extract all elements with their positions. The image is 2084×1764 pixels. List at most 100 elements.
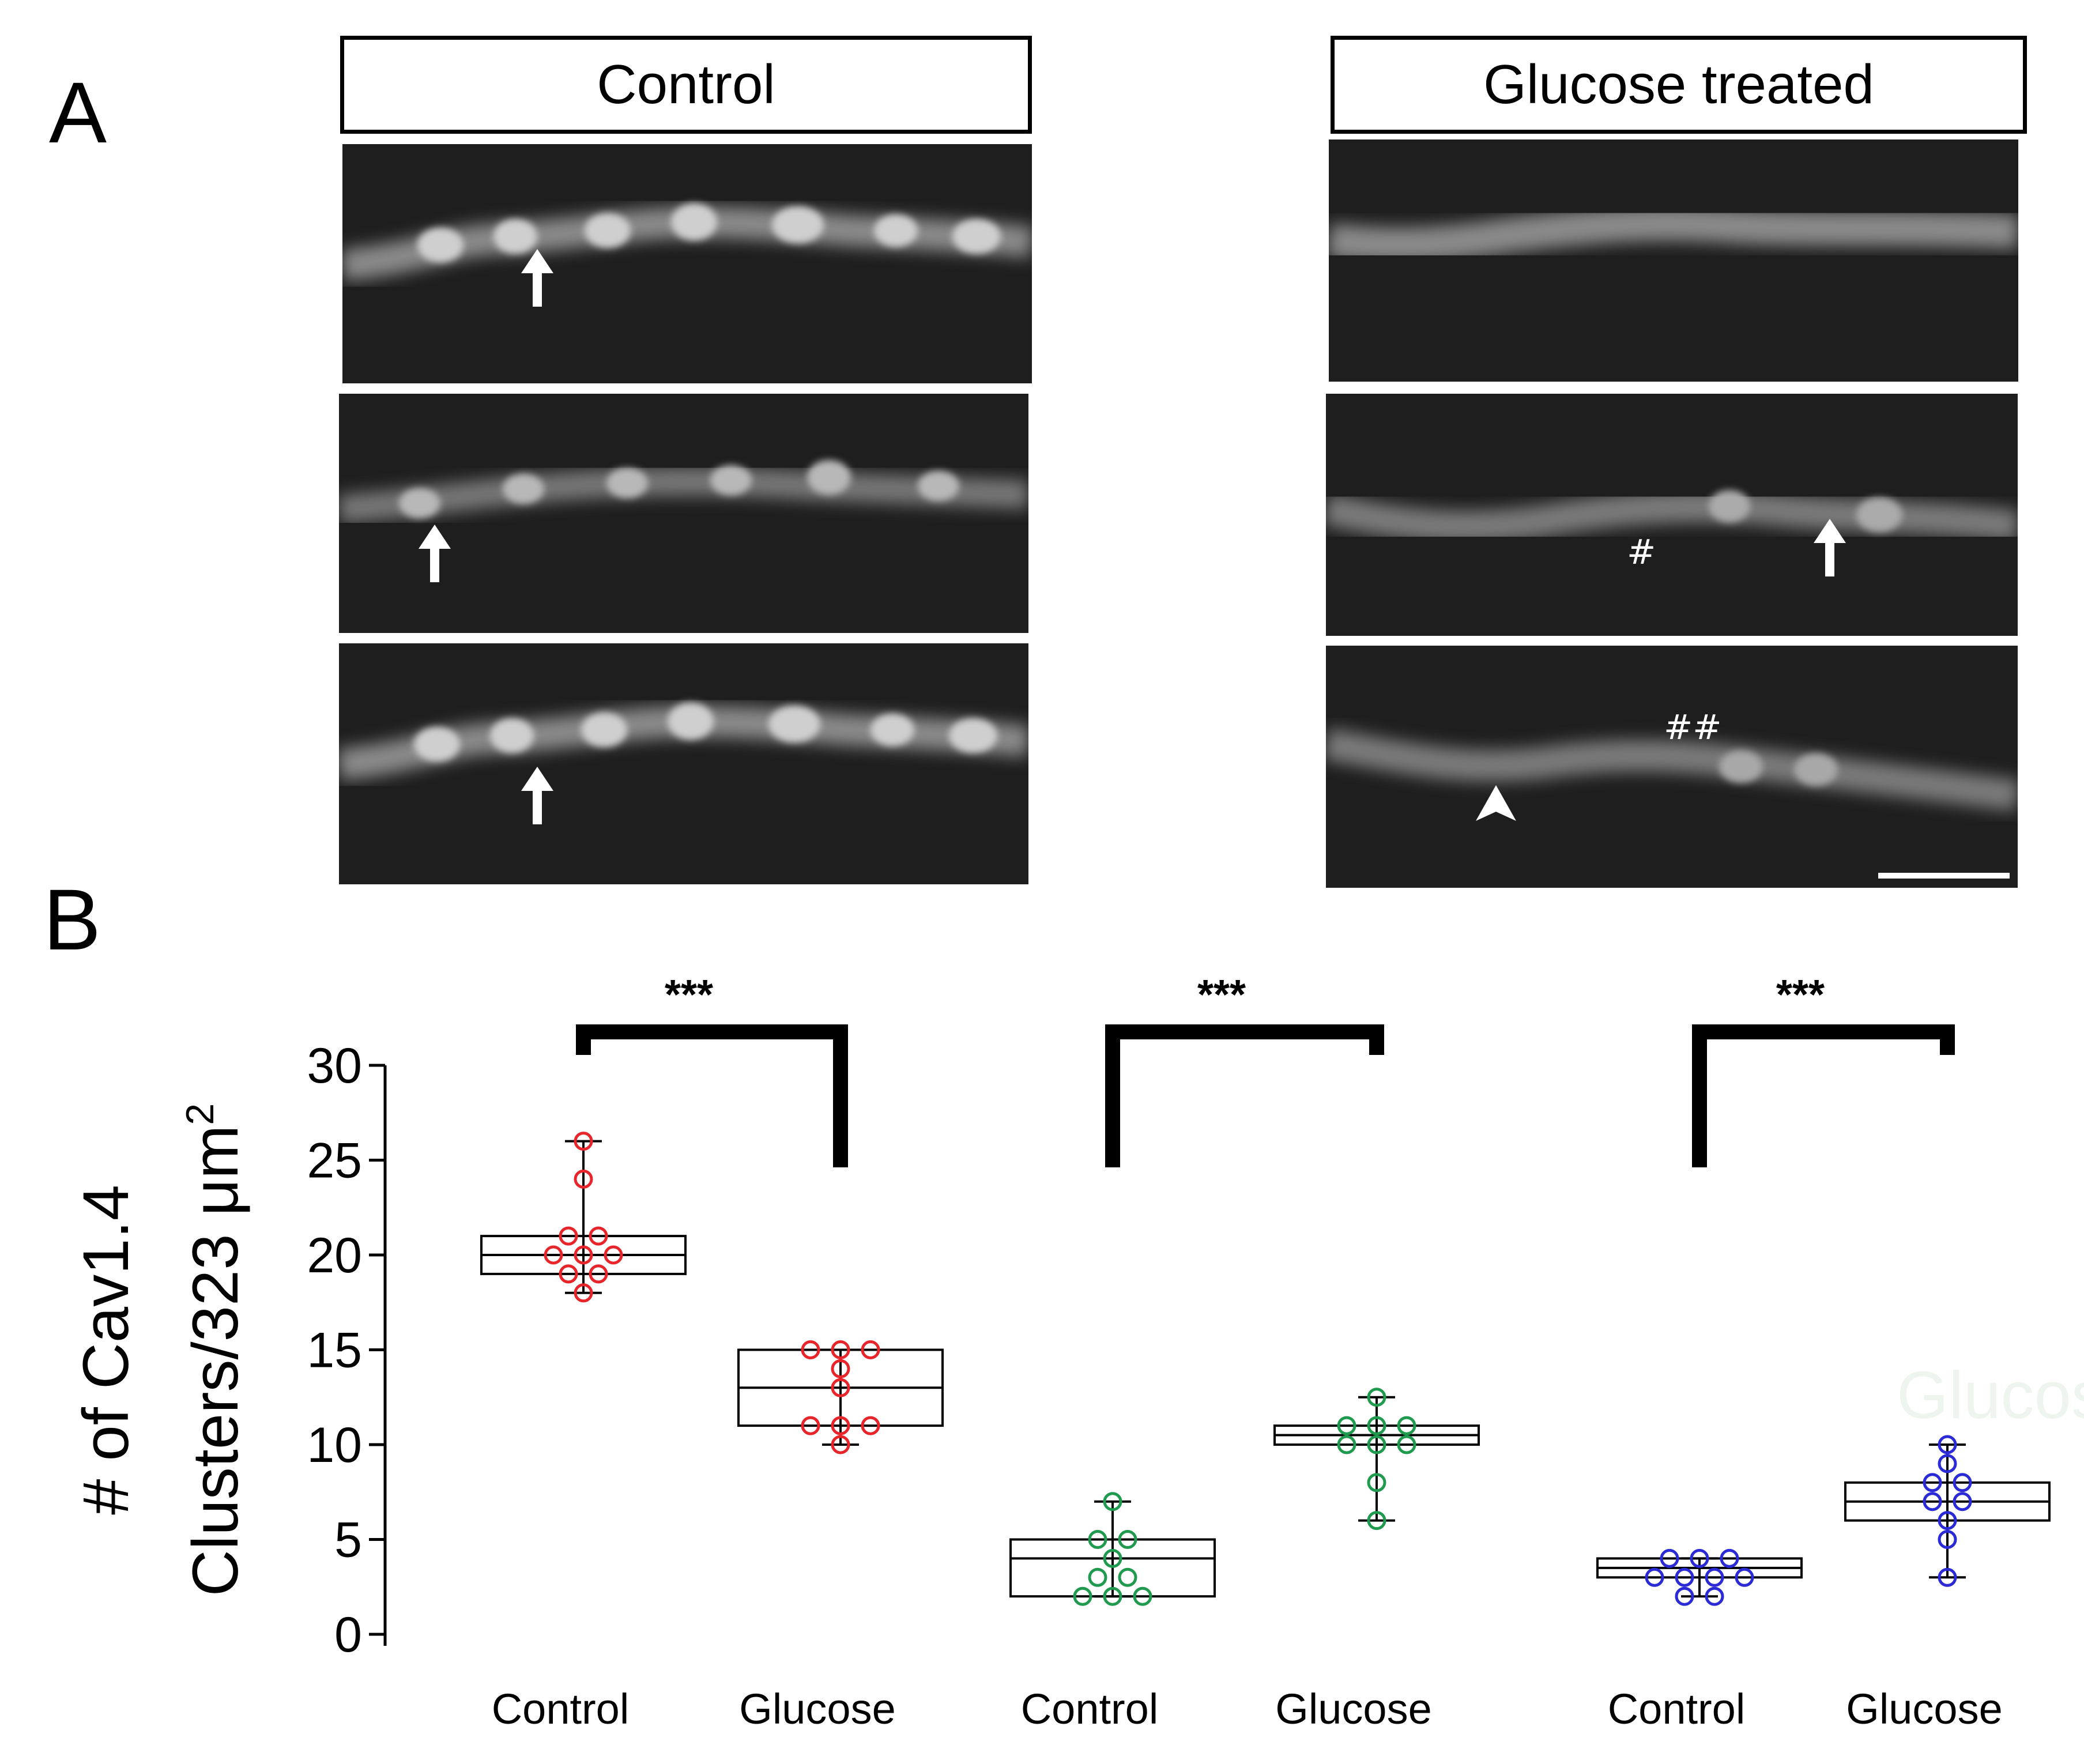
x-category-label: Control xyxy=(492,1685,630,1733)
y-tick-label: 30 xyxy=(307,1038,362,1094)
data-point xyxy=(1133,1586,1152,1606)
y-axis-label-line1: # of Cav1.4 xyxy=(70,1185,142,1515)
data-point xyxy=(801,1416,820,1435)
glucose-title: Glucose treated xyxy=(1483,54,1874,115)
data-point xyxy=(1367,1388,1386,1407)
data-point xyxy=(1397,1435,1416,1454)
control-title: Control xyxy=(597,54,775,115)
data-point xyxy=(574,1283,593,1303)
data-point xyxy=(1088,1530,1107,1549)
data-point xyxy=(1073,1586,1092,1606)
data-point xyxy=(1923,1492,1942,1512)
y-axis-label-superscript: 2 xyxy=(178,1103,222,1125)
arrow-up-icon xyxy=(419,525,451,582)
data-point xyxy=(1337,1435,1356,1454)
double-hash-mark: ## xyxy=(1664,707,1722,748)
data-point xyxy=(1103,1548,1122,1568)
data-point xyxy=(831,1340,850,1359)
data-point xyxy=(1367,1435,1386,1454)
chart-labels: 0 5 10 15 20 25 30 # of Cav1.4 Clusters/323 μm2 C… xyxy=(70,972,2084,1733)
micrograph-image xyxy=(339,643,1028,884)
data-point xyxy=(589,1226,608,1246)
chart-boxes xyxy=(480,1140,2051,1598)
micrograph-image xyxy=(1326,646,2018,888)
significance-label: *** xyxy=(665,972,713,1018)
data-point xyxy=(1953,1492,1972,1512)
y-tick-label: 5 xyxy=(334,1513,362,1568)
box-iqr xyxy=(1009,1538,1216,1598)
data-point xyxy=(1118,1567,1137,1587)
data-point xyxy=(1660,1548,1679,1568)
y-tick-label: 10 xyxy=(307,1418,362,1473)
data-point xyxy=(604,1245,623,1265)
box-plot: 0 5 10 15 20 25 30 # of Cav1.4 Clusters/323 μm2 C… xyxy=(70,972,2084,1733)
data-point xyxy=(831,1416,850,1435)
data-point xyxy=(1720,1548,1739,1568)
micrograph-glucose-1 xyxy=(1329,140,2018,382)
significance-bracket xyxy=(576,1024,848,1167)
arrowhead-icon xyxy=(1476,785,1516,821)
data-point xyxy=(1690,1548,1709,1568)
data-point xyxy=(1088,1567,1107,1587)
data-point xyxy=(1337,1416,1356,1435)
data-point xyxy=(1103,1586,1122,1606)
data-point xyxy=(1118,1530,1137,1549)
data-point xyxy=(1103,1492,1122,1512)
x-category-label: Glucose xyxy=(1846,1685,2002,1733)
chart-axes xyxy=(369,1064,387,1646)
data-point xyxy=(589,1264,608,1284)
data-point xyxy=(1705,1567,1724,1587)
data-point xyxy=(544,1245,563,1265)
single-hash-mark: # xyxy=(1627,532,1656,572)
micrograph-control-3 xyxy=(339,643,1028,884)
significance-bracket xyxy=(1692,1024,1955,1167)
x-category-label: Glucose xyxy=(1275,1685,1431,1733)
data-point xyxy=(1938,1435,1957,1454)
y-tick-label: 20 xyxy=(307,1228,362,1283)
y-tick-label: 0 xyxy=(334,1607,362,1663)
data-point xyxy=(1675,1586,1694,1606)
panel-label-b: B xyxy=(43,871,101,968)
y-axis-label-line2: Clusters/323 μm2 xyxy=(178,1103,251,1597)
data-point xyxy=(1397,1416,1416,1435)
data-point xyxy=(574,1169,593,1189)
micrograph-glucose-3 xyxy=(1326,646,2018,888)
scale-bar xyxy=(1878,873,2010,879)
data-point xyxy=(559,1264,578,1284)
data-point xyxy=(861,1340,880,1359)
data-point xyxy=(831,1435,850,1454)
y-tick-label: 25 xyxy=(307,1133,362,1189)
micrograph-image xyxy=(1329,140,2018,382)
data-point xyxy=(801,1340,820,1359)
micrograph-image xyxy=(339,394,1028,633)
data-point xyxy=(1367,1416,1386,1435)
data-point xyxy=(559,1226,578,1246)
glucose-title-box: Glucose treated xyxy=(1331,36,2027,134)
panel-label-a: A xyxy=(49,64,107,161)
micrograph-image xyxy=(342,144,1032,383)
data-point xyxy=(1675,1567,1694,1587)
data-point xyxy=(1938,1454,1957,1473)
data-point xyxy=(574,1245,593,1265)
micrograph-image xyxy=(1326,394,2018,636)
data-point xyxy=(1953,1473,1972,1492)
data-point xyxy=(831,1359,850,1378)
data-point xyxy=(1367,1511,1386,1531)
micrograph-control-2 xyxy=(339,394,1028,633)
data-point xyxy=(861,1416,880,1435)
faint-watermark: Glucos xyxy=(1897,1358,2084,1433)
micrograph-control-1 xyxy=(342,144,1032,383)
data-point xyxy=(1735,1567,1754,1587)
data-point xyxy=(1645,1567,1664,1587)
data-point xyxy=(1938,1530,1957,1549)
arrow-up-icon xyxy=(521,767,553,824)
micrograph-glucose-2 xyxy=(1326,394,2018,636)
data-point xyxy=(1938,1567,1957,1587)
significance-bracket xyxy=(1105,1024,1384,1167)
data-point xyxy=(1923,1473,1942,1492)
x-category-label: Control xyxy=(1608,1685,1746,1733)
x-category-label: Control xyxy=(1021,1685,1159,1733)
data-point xyxy=(1705,1586,1724,1606)
significance-brackets xyxy=(576,1024,1955,1167)
